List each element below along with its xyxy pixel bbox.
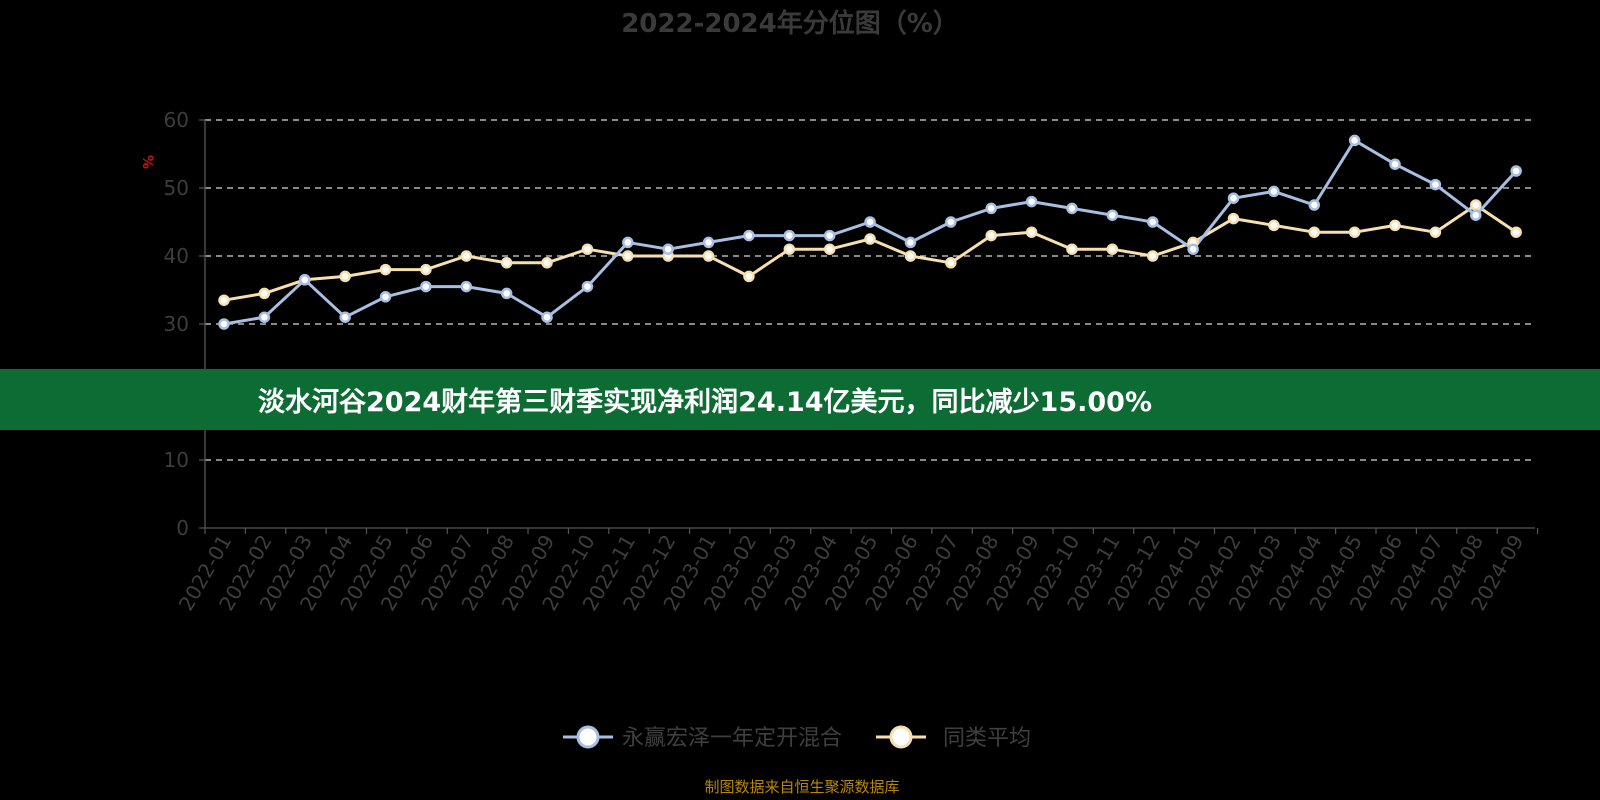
data-point	[743, 270, 755, 283]
data-point	[258, 287, 271, 300]
data-point	[218, 294, 230, 306]
data-point	[1146, 250, 1159, 262]
data-point	[379, 291, 392, 303]
data-point	[339, 270, 351, 283]
data-point	[1268, 219, 1280, 232]
data-point	[420, 263, 432, 276]
data-point	[702, 236, 715, 249]
data-point	[743, 229, 755, 242]
data-point	[1066, 243, 1078, 255]
y-tick-label: 60	[164, 108, 189, 132]
chart-title: 2022-2024年分位图（%）	[621, 8, 959, 39]
series-group	[218, 134, 1522, 330]
legend-label: 永赢宏泽一年定开混合	[622, 726, 842, 751]
data-point	[460, 280, 473, 293]
data-point	[1268, 185, 1280, 198]
data-point	[904, 250, 917, 262]
data-point	[581, 280, 594, 293]
data-point	[1348, 134, 1361, 147]
data-point	[541, 311, 553, 323]
data-point	[460, 250, 473, 262]
data-point	[1308, 226, 1321, 238]
data-point	[218, 318, 230, 330]
data-point	[258, 311, 271, 323]
data-point	[500, 287, 513, 300]
data-point	[823, 229, 836, 242]
data-point	[1187, 243, 1199, 255]
data-point	[500, 257, 513, 269]
data-point	[1025, 195, 1038, 208]
data-point	[420, 280, 432, 293]
data-point	[1510, 226, 1522, 238]
data-point	[379, 263, 392, 276]
x-axis-ticks: 2022-012022-022022-032022-042022-052022-…	[174, 528, 1539, 615]
y-tick-label: 30	[164, 312, 189, 336]
axes	[204, 120, 1535, 529]
y-axis-unit: %	[139, 155, 155, 169]
y-tick-label: 50	[164, 176, 189, 200]
data-point	[662, 243, 674, 255]
data-point	[864, 233, 876, 245]
legend-marker	[576, 725, 600, 749]
legend: 永赢宏泽一年定开混合 同类平均	[563, 725, 1031, 751]
data-point	[1348, 226, 1361, 238]
data-point	[945, 257, 957, 269]
data-point	[702, 250, 715, 262]
y-tick-label: 40	[164, 244, 189, 268]
data-point	[622, 236, 634, 249]
legend-label: 同类平均	[943, 726, 1031, 751]
data-point	[783, 229, 796, 242]
data-point	[945, 216, 957, 228]
data-point	[581, 243, 594, 255]
data-point	[299, 274, 311, 286]
data-point	[1146, 216, 1159, 228]
data-point	[1106, 209, 1119, 221]
data-point	[1308, 199, 1321, 211]
news-banner: 淡水河谷2024财年第三财季实现净利润24.14亿美元，同比减少15.00%	[0, 369, 1600, 430]
news-banner-text: 淡水河谷2024财年第三财季实现净利润24.14亿美元，同比减少15.00%	[258, 387, 1153, 418]
data-point	[783, 243, 796, 255]
data-point	[1510, 165, 1522, 177]
data-point	[1389, 219, 1401, 232]
data-point	[1429, 178, 1442, 191]
data-point	[1227, 192, 1240, 204]
data-point	[339, 311, 351, 323]
data-point	[985, 202, 997, 215]
data-source: 制图数据来自恒生聚源数据库	[704, 778, 899, 796]
data-point	[985, 229, 997, 242]
data-point	[1389, 158, 1401, 170]
y-axis-ticks: 0102030405060	[164, 108, 205, 540]
legend-marker	[889, 725, 913, 749]
data-point	[1025, 226, 1038, 238]
data-point	[1227, 212, 1240, 225]
data-point	[1106, 243, 1119, 255]
data-point	[823, 243, 836, 255]
data-point	[1429, 226, 1442, 238]
y-tick-label: 10	[164, 448, 189, 472]
data-point	[1066, 202, 1078, 215]
data-point	[904, 236, 917, 249]
data-point	[864, 216, 876, 228]
data-point	[1470, 209, 1482, 221]
y-tick-label: 0	[176, 516, 189, 540]
data-point	[622, 250, 634, 262]
data-point	[541, 257, 553, 269]
data-point	[1470, 199, 1482, 211]
